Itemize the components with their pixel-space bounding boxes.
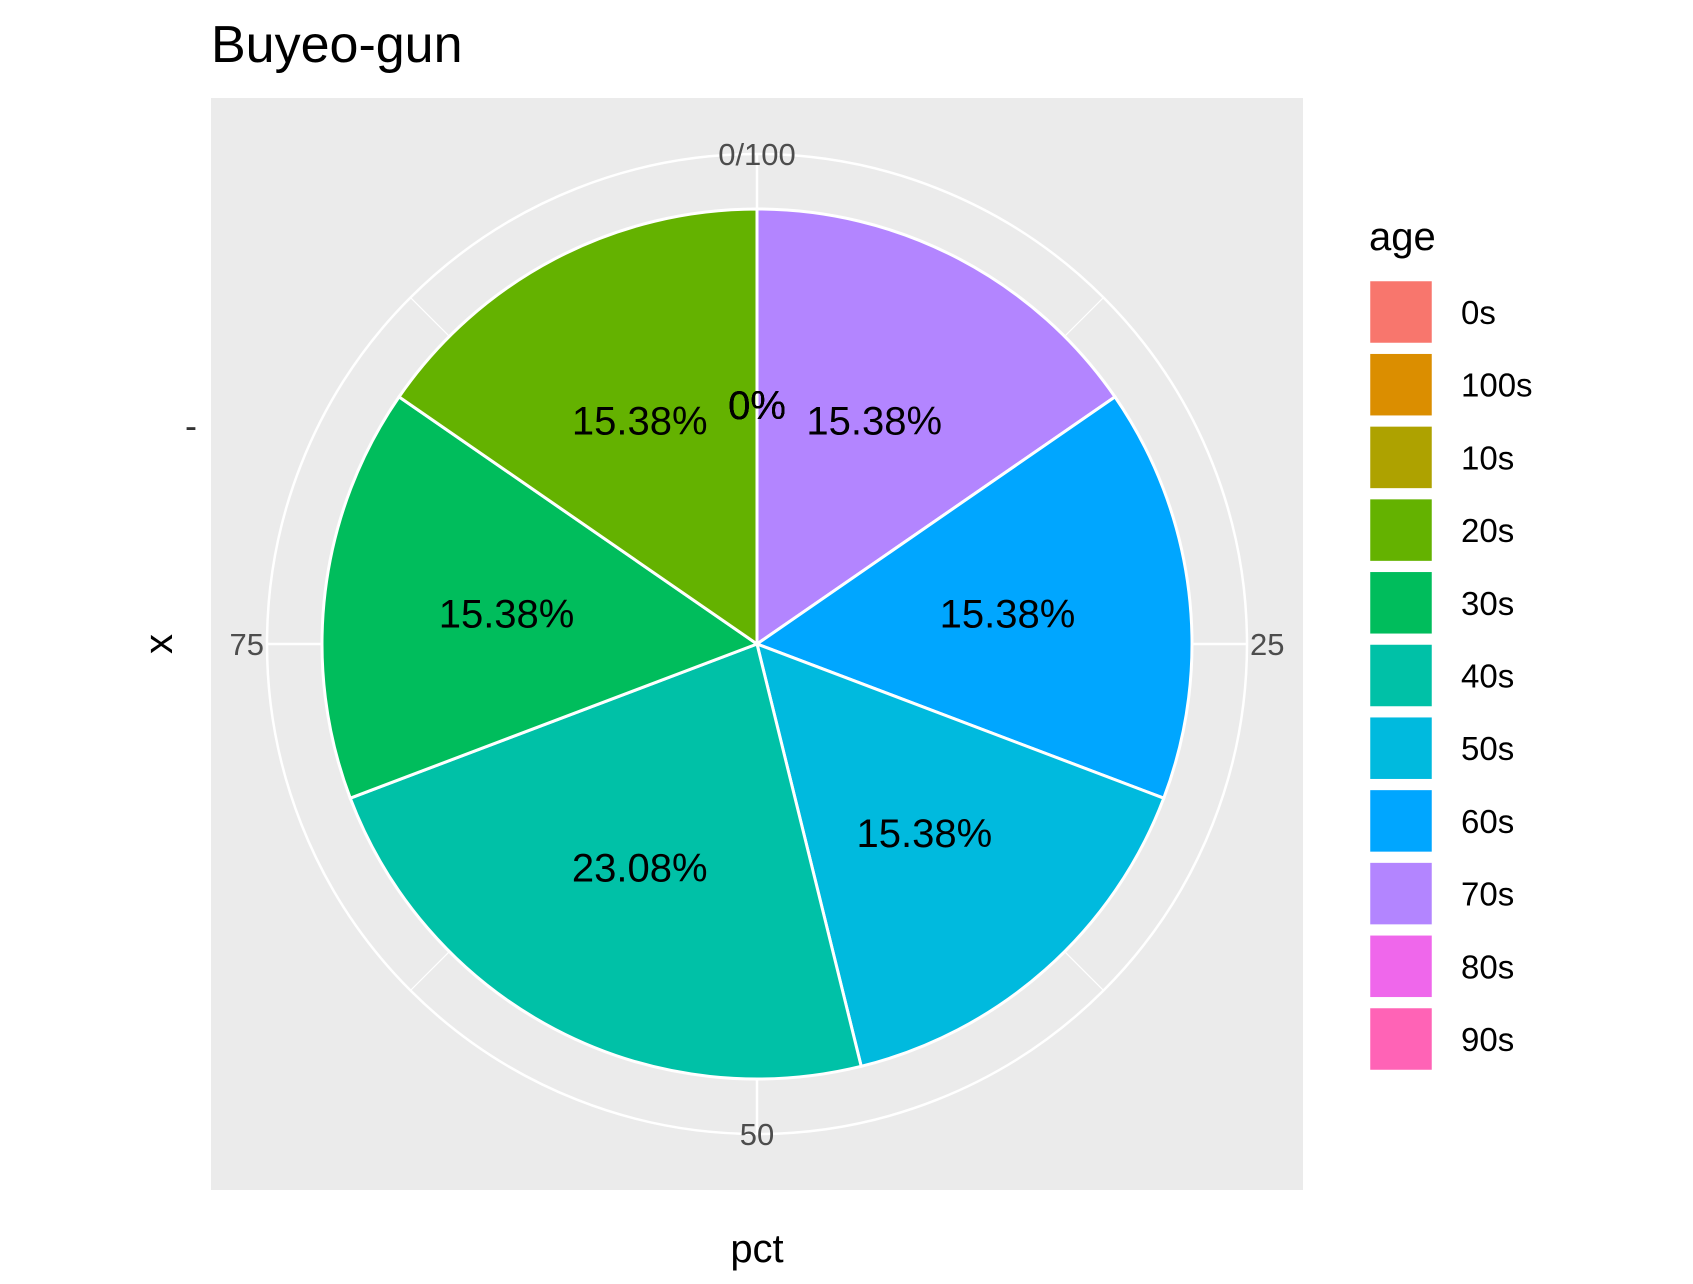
slice-label-0s: 0% [728,384,786,428]
legend-key-70s [1367,860,1435,927]
legend-key-40s [1367,642,1435,709]
legend-label-10s: 10s [1461,439,1514,476]
slice-label-30s: 15.38% [439,593,575,637]
pie-slice-40s [348,641,864,1081]
legend-key-50s [1367,714,1435,782]
slice-label-20s: 15.38% [572,400,708,444]
x-axis-title: pct [730,1227,783,1271]
angle-ticks: 0/100 25 50 75 [230,137,1285,1152]
angle-tick-label: 25 [1250,627,1284,662]
slice-labels: 0%0% 15.38%15.38%15.38%23.08%15.38%15.38%… [439,384,1076,891]
legend-label-30s: 30s [1461,585,1514,622]
pie-slice-60s [753,394,1194,801]
legend-label-40s: 40s [1461,658,1514,695]
angle-tick-label: 0/100 [718,137,796,172]
pie-slice-50s [754,641,1166,1069]
legend-key-20s [1367,496,1435,564]
legend-key-100s [1367,351,1435,418]
slice-label-80s: 0% [728,384,786,428]
legend-title: age [1369,215,1436,259]
legend-key-80s [1367,933,1435,1000]
chart-title: Buyeo-gun [211,16,463,74]
slice-label-90s: 0% [728,384,786,428]
legend-key-90s [1367,1005,1435,1073]
slice-label-50s: 15.38% [857,812,993,856]
legend-label-0s: 0s [1461,294,1496,331]
legend-label-60s: 60s [1461,803,1514,840]
legend-label-50s: 50s [1461,730,1514,767]
slice-label-100s: 0% [728,384,786,428]
legend: age 0s 100s 10s 20s 30s 40s 50s 60s 70s 80s 90s [1367,215,1533,1073]
pie-slice-30s [320,394,761,801]
slice-label-60s: 15.38% [940,593,1076,637]
legend-key-30s [1367,569,1435,637]
slice-label-70s: 15.38% [806,400,942,444]
legend-key-60s [1367,787,1435,855]
legend-label-20s: 20s [1461,512,1514,549]
y-axis-tick: - [185,405,197,446]
slice-label-10s: 0% [728,384,786,428]
legend-label-100s: 100s [1461,367,1533,404]
pie-slices [320,207,1194,1081]
legend-label-80s: 80s [1461,948,1514,985]
legend-key-0s [1367,278,1435,346]
angle-tick-label: 75 [230,627,264,662]
legend-label-90s: 90s [1461,1021,1514,1058]
y-axis-title: x [137,634,181,654]
legend-key-10s [1367,424,1435,491]
pie-slice-70s [755,207,1118,647]
slice-label-40s: 23.08% [572,846,708,890]
pie-slice-20s [396,207,759,647]
angle-tick-label: 50 [740,1117,774,1152]
legend-label-70s: 70s [1461,876,1514,913]
